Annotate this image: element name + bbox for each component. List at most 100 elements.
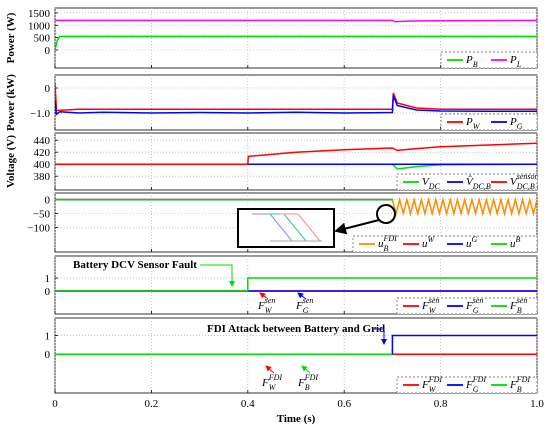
rich-label: VDC,Bsensor [510,172,539,191]
rich-label: PG [509,116,523,131]
label-name: P [509,116,517,128]
label-sup: B [516,235,521,244]
rich-label: PW [465,116,481,131]
label-text: F [261,377,269,389]
rich-label: FBFDI [509,375,530,394]
annotation: Battery DCV Sensor Fault [73,259,197,271]
label-sub: B [384,244,389,253]
rich-label: FBFDI [297,373,318,392]
label-sub: L [516,60,522,69]
rich-label: VDC [422,176,441,191]
x-tick-label: 0.2 [145,398,159,410]
y-tick-label: 1500 [28,8,51,20]
label-name: F [465,379,473,391]
y-tick-label: 0 [45,195,51,207]
label-sup: sen [303,296,314,305]
legend-box [440,113,538,131]
label-sup: sen [265,296,276,305]
rich-label: FWFDI [421,375,442,394]
annotation: FDI Attack between Battery and Grid [207,323,385,335]
rich-label: PB [465,54,478,69]
y-tick-label: 1 [45,330,51,342]
label-text: F [297,377,305,389]
label-name: F [509,379,517,391]
label-sup: FDI [472,375,487,384]
legend-box [352,235,538,253]
y-tick-label: 0 [45,83,51,95]
y-tick-label: 440 [34,135,51,147]
legend-box [396,173,538,191]
rich-label: FGsen [465,296,483,315]
x-tick-label: 0.8 [434,398,448,410]
zoom-circle [376,204,396,224]
label-sub: W [429,306,437,315]
label-sub: W [265,306,273,315]
rich-label: FWsen [421,296,439,315]
label-sup: FDI [268,373,283,382]
y-tick-label: 380 [34,171,51,183]
y-tick-label: 0 [45,349,51,361]
rich-label: uG [466,235,478,250]
label-sub: G [303,306,309,315]
y-axis-label: Power (W) [5,12,17,63]
x-tick-label: 0 [52,398,58,410]
annotation-arrow [374,328,387,345]
rich-label: FWFDI [261,373,282,392]
label-sup: sen [429,296,440,305]
label-name: V [510,176,518,188]
label-name: P [465,116,473,128]
label-sub: B [517,306,522,315]
legend-box [440,51,538,69]
rich-label: PL [509,54,522,69]
y-tick-label: 1000 [28,20,51,32]
label-name: F [421,300,429,312]
label-name: u [510,238,516,250]
rich-label: V̂DC,B [466,175,491,191]
rich-label: FGFDI [465,375,486,394]
label-name: F [465,300,473,312]
label-sup: sen [473,296,484,305]
label-sub: B [473,60,478,69]
label-name: V̂ [466,175,474,188]
series-line [55,95,537,116]
label-text: F [257,300,265,312]
rich-label: uW [422,235,436,250]
zoom-arrow [334,219,380,235]
annotation-arrow [301,365,311,374]
label-sub: W [473,122,481,131]
rich-label: FGsen [295,296,313,315]
label-name: F [421,379,429,391]
rich-label: uB [510,235,521,250]
label-sup: FDI [304,373,319,382]
label-sup: W [428,235,436,244]
y-axis-label: Power (kW) [5,74,17,131]
y-tick-label: 1 [45,273,51,285]
label-text: F [295,300,303,312]
series-line [55,35,537,51]
y-tick-label: 420 [34,147,51,159]
label-sup: G [472,235,478,244]
label-name: u [422,238,428,250]
annotation-arrow [259,292,269,300]
label-name: u [378,238,384,250]
x-tick-label: 1.0 [530,398,544,410]
label-sub: G [517,122,523,131]
y-tick-label: 0 [45,286,51,298]
y-tick-label: −50 [33,209,51,221]
label-name: V [422,176,430,188]
rich-label: uBFDI [378,234,397,253]
label-name: P [465,54,473,66]
label-sup: sen [517,296,528,305]
label-sup: FDI [383,234,398,243]
series-line [55,277,537,292]
label-sub: DC [428,182,441,191]
y-tick-label: −1.0 [30,108,50,120]
series-line [55,19,537,23]
y-tick-label: 500 [34,33,51,45]
zoom-trace [280,213,321,242]
label-name: F [509,300,517,312]
y-axis-label: Voltage (V) [5,135,17,188]
x-tick-label: 0.6 [337,398,351,410]
label-sub: G [473,385,479,394]
label-sub: DC,B [472,182,491,191]
